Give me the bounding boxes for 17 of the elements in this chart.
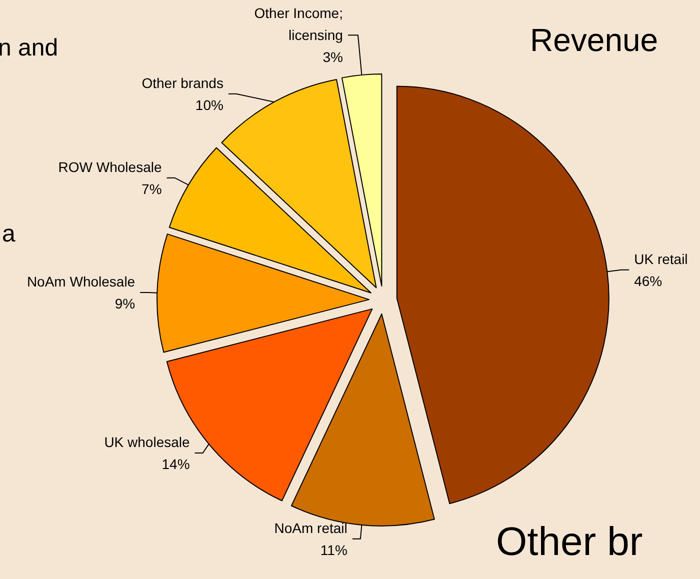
text: a bbox=[2, 220, 16, 248]
data-label: 7% bbox=[142, 180, 162, 197]
data-label: 3% bbox=[322, 49, 343, 66]
slice-label: UK retail bbox=[634, 250, 688, 267]
slice-label: Other Income; licensing bbox=[254, 5, 343, 44]
text: Revenue bbox=[530, 22, 658, 58]
slice-label: UK wholesale bbox=[104, 434, 190, 450]
data-label: 46% bbox=[634, 272, 662, 289]
slice-label: NoAm retail bbox=[274, 520, 348, 536]
data-label: 9% bbox=[114, 295, 136, 312]
slice-label: Other brands bbox=[142, 74, 224, 91]
text: Other br bbox=[496, 520, 643, 564]
slice-label: ROW Wholesale bbox=[58, 158, 162, 175]
data-label: 10% bbox=[195, 96, 224, 113]
data-label: 14% bbox=[162, 456, 190, 472]
data-label: 11% bbox=[320, 542, 348, 558]
slice-label: NoAm Wholesale bbox=[26, 273, 136, 290]
